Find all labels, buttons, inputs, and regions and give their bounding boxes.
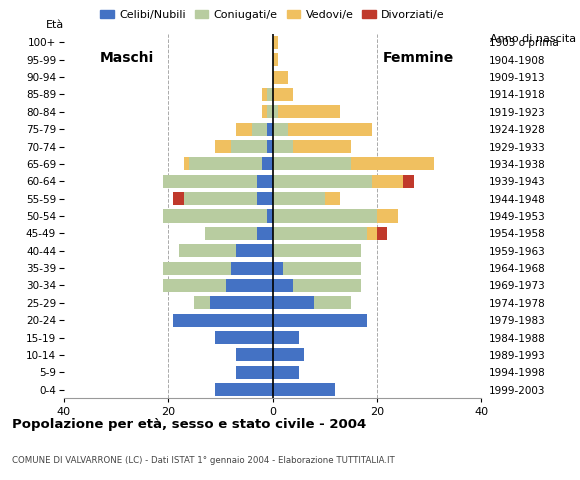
- Bar: [210, 296, 273, 310]
- Bar: [215, 383, 273, 396]
- Bar: [184, 192, 257, 205]
- Bar: [273, 348, 304, 361]
- Bar: [179, 244, 236, 257]
- Bar: [205, 227, 257, 240]
- Bar: [236, 122, 252, 136]
- Bar: [257, 175, 273, 188]
- Bar: [273, 244, 361, 257]
- Bar: [163, 209, 267, 223]
- Bar: [226, 279, 273, 292]
- Bar: [252, 122, 267, 136]
- Bar: [231, 140, 267, 153]
- Bar: [273, 71, 288, 84]
- Bar: [403, 175, 414, 188]
- Bar: [267, 140, 273, 153]
- Bar: [173, 314, 273, 327]
- Bar: [163, 175, 257, 188]
- Bar: [163, 262, 231, 275]
- Bar: [262, 88, 267, 101]
- Bar: [267, 209, 273, 223]
- Bar: [288, 122, 372, 136]
- Bar: [278, 105, 340, 118]
- Bar: [273, 53, 278, 66]
- Bar: [273, 175, 372, 188]
- Bar: [377, 209, 398, 223]
- Legend: Celibi/Nubili, Coniugati/e, Vedovi/e, Divorziati/e: Celibi/Nubili, Coniugati/e, Vedovi/e, Di…: [96, 5, 450, 24]
- Bar: [273, 314, 367, 327]
- Text: Popolazione per età, sesso e stato civile - 2004: Popolazione per età, sesso e stato civil…: [12, 418, 366, 431]
- Bar: [314, 296, 351, 310]
- Bar: [236, 348, 273, 361]
- Bar: [273, 36, 278, 49]
- Bar: [273, 296, 314, 310]
- Bar: [273, 227, 367, 240]
- Bar: [273, 157, 351, 170]
- Bar: [273, 122, 288, 136]
- Bar: [293, 279, 361, 292]
- Bar: [194, 296, 210, 310]
- Bar: [273, 366, 299, 379]
- Bar: [236, 366, 273, 379]
- Bar: [236, 244, 273, 257]
- Bar: [273, 209, 377, 223]
- Bar: [283, 262, 361, 275]
- Bar: [262, 157, 273, 170]
- Bar: [273, 279, 293, 292]
- Text: COMUNE DI VALVARRONE (LC) - Dati ISTAT 1° gennaio 2004 - Elaborazione TUTTITALIA: COMUNE DI VALVARRONE (LC) - Dati ISTAT 1…: [12, 456, 394, 465]
- Bar: [273, 140, 293, 153]
- Bar: [184, 157, 189, 170]
- Bar: [215, 331, 273, 344]
- Bar: [372, 175, 403, 188]
- Text: Maschi: Maschi: [99, 51, 154, 65]
- Bar: [273, 88, 293, 101]
- Text: Femmine: Femmine: [383, 51, 454, 65]
- Bar: [325, 192, 340, 205]
- Bar: [351, 157, 434, 170]
- Bar: [231, 262, 273, 275]
- Bar: [215, 140, 231, 153]
- Bar: [257, 227, 273, 240]
- Bar: [257, 192, 273, 205]
- Bar: [377, 227, 387, 240]
- Bar: [273, 383, 335, 396]
- Bar: [262, 105, 267, 118]
- Bar: [273, 105, 278, 118]
- Bar: [163, 279, 226, 292]
- Bar: [267, 88, 273, 101]
- Bar: [189, 157, 262, 170]
- Bar: [367, 227, 377, 240]
- Bar: [273, 192, 325, 205]
- Bar: [273, 262, 283, 275]
- Bar: [267, 105, 273, 118]
- Text: Età: Età: [46, 20, 64, 30]
- Bar: [267, 122, 273, 136]
- Text: Anno di nascita: Anno di nascita: [490, 34, 576, 44]
- Bar: [273, 331, 299, 344]
- Bar: [173, 192, 184, 205]
- Bar: [293, 140, 351, 153]
